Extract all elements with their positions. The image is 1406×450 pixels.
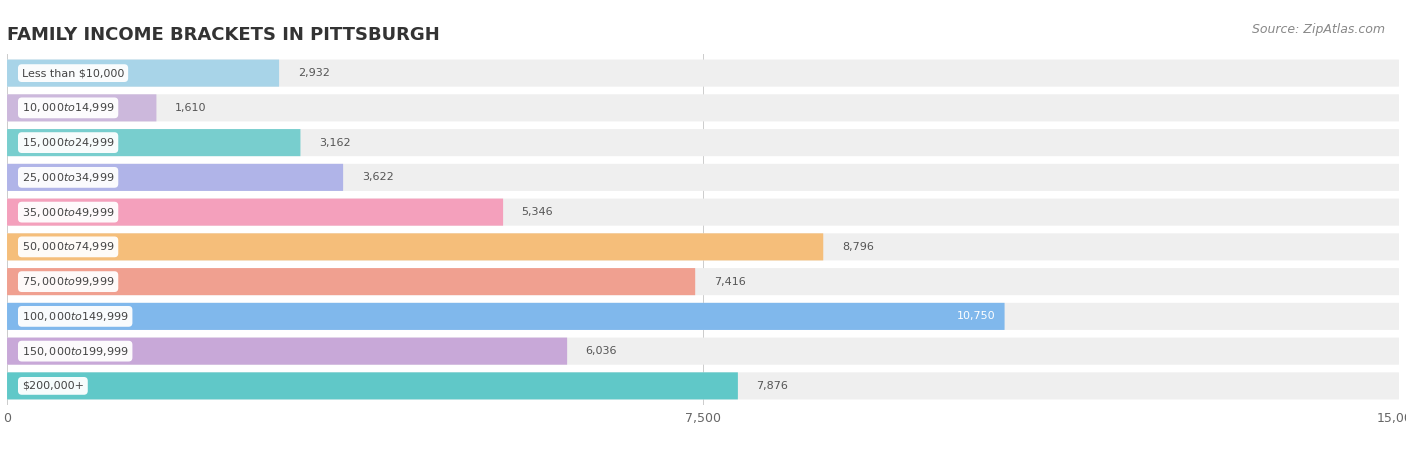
Text: 2,932: 2,932 xyxy=(298,68,329,78)
FancyBboxPatch shape xyxy=(7,164,1399,191)
Text: 10,750: 10,750 xyxy=(956,311,995,321)
FancyBboxPatch shape xyxy=(7,268,1399,295)
FancyBboxPatch shape xyxy=(7,372,738,400)
Text: 1,610: 1,610 xyxy=(174,103,207,113)
Text: 5,346: 5,346 xyxy=(522,207,554,217)
FancyBboxPatch shape xyxy=(7,303,1399,330)
Text: 8,796: 8,796 xyxy=(842,242,873,252)
FancyBboxPatch shape xyxy=(7,233,824,261)
Text: 3,162: 3,162 xyxy=(319,138,350,148)
Text: $200,000+: $200,000+ xyxy=(22,381,84,391)
Text: 3,622: 3,622 xyxy=(361,172,394,182)
Text: $35,000 to $49,999: $35,000 to $49,999 xyxy=(22,206,114,219)
Text: $50,000 to $74,999: $50,000 to $74,999 xyxy=(22,240,114,253)
Text: $15,000 to $24,999: $15,000 to $24,999 xyxy=(22,136,114,149)
FancyBboxPatch shape xyxy=(7,164,343,191)
FancyBboxPatch shape xyxy=(7,338,567,364)
FancyBboxPatch shape xyxy=(7,233,1399,261)
Text: 7,876: 7,876 xyxy=(756,381,789,391)
FancyBboxPatch shape xyxy=(7,59,280,87)
FancyBboxPatch shape xyxy=(7,303,1004,330)
FancyBboxPatch shape xyxy=(7,59,1399,87)
Text: $150,000 to $199,999: $150,000 to $199,999 xyxy=(22,345,128,358)
FancyBboxPatch shape xyxy=(7,372,1399,400)
FancyBboxPatch shape xyxy=(7,338,1399,364)
Text: $25,000 to $34,999: $25,000 to $34,999 xyxy=(22,171,114,184)
Text: $100,000 to $149,999: $100,000 to $149,999 xyxy=(22,310,128,323)
FancyBboxPatch shape xyxy=(7,129,301,156)
Text: 6,036: 6,036 xyxy=(586,346,617,356)
FancyBboxPatch shape xyxy=(7,268,695,295)
Text: Source: ZipAtlas.com: Source: ZipAtlas.com xyxy=(1251,22,1385,36)
FancyBboxPatch shape xyxy=(7,94,156,122)
FancyBboxPatch shape xyxy=(7,198,1399,226)
FancyBboxPatch shape xyxy=(7,129,1399,156)
Text: 7,416: 7,416 xyxy=(714,277,745,287)
Text: Less than $10,000: Less than $10,000 xyxy=(22,68,124,78)
Text: FAMILY INCOME BRACKETS IN PITTSBURGH: FAMILY INCOME BRACKETS IN PITTSBURGH xyxy=(7,26,440,44)
FancyBboxPatch shape xyxy=(7,94,1399,122)
Text: $75,000 to $99,999: $75,000 to $99,999 xyxy=(22,275,114,288)
Text: $10,000 to $14,999: $10,000 to $14,999 xyxy=(22,101,114,114)
FancyBboxPatch shape xyxy=(7,198,503,226)
